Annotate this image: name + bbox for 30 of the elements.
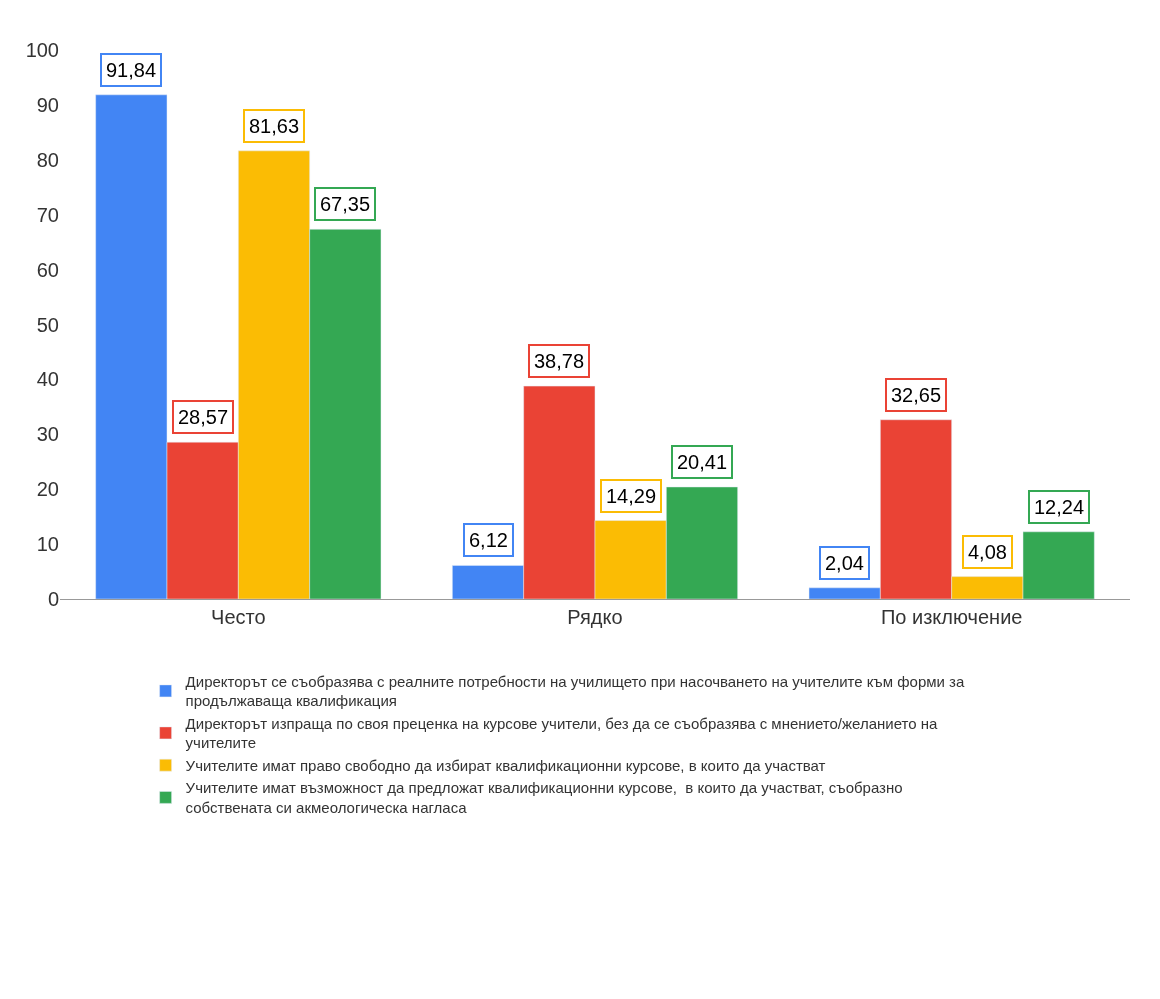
y-tick-label: 100 [25, 39, 59, 61]
x-tick-label: По изключение [880, 606, 1023, 628]
data-label: 14,29 [606, 485, 657, 507]
x-tick-label: Рядко [567, 606, 623, 628]
y-tick-label: 30 [36, 423, 59, 446]
y-tick-label: 40 [36, 368, 59, 391]
data-label: 81,63 [249, 115, 300, 137]
data-label: 12,24 [1034, 496, 1085, 518]
y-tick-label: 80 [36, 148, 59, 171]
y-tick-label: 10 [36, 533, 59, 556]
data-label: 2,04 [825, 552, 864, 574]
y-tick-label: 50 [36, 313, 59, 336]
legend-label: Учителите имат право свободно да избират квалификационни курсове, в които да участват [185, 756, 826, 774]
data-label: 6,12 [469, 529, 508, 551]
y-tick-label: 90 [36, 93, 59, 116]
data-label: 28,57 [178, 406, 229, 428]
legend-label: Директорът се съобразява с реалните потребности на училището при насочването на учителите към форми за продължаваща квалификация [185, 672, 965, 710]
data-label: 67,35 [320, 193, 371, 215]
data-label: 20,41 [677, 451, 728, 473]
y-tick-label: 0 [47, 588, 59, 610]
data-label: 4,08 [968, 541, 1007, 563]
y-tick-label: 60 [36, 258, 59, 281]
legend-label: Директорът изпраща по своя преценка на курсове учители, без да се съобразява с мнението/желанието на учителите [185, 714, 938, 752]
x-tick-label: Често [211, 606, 266, 628]
data-label: 91,84 [106, 59, 157, 81]
legend-label: Учителите имат възможност да предложат квалификационни курсове, в които да участват, съобразно собствената си акмеологическа нагласа [185, 779, 903, 816]
y-tick-label: 70 [36, 203, 59, 226]
data-label: 32,65 [891, 384, 942, 406]
data-label: 38,78 [534, 350, 585, 372]
y-tick-label: 20 [36, 478, 59, 501]
